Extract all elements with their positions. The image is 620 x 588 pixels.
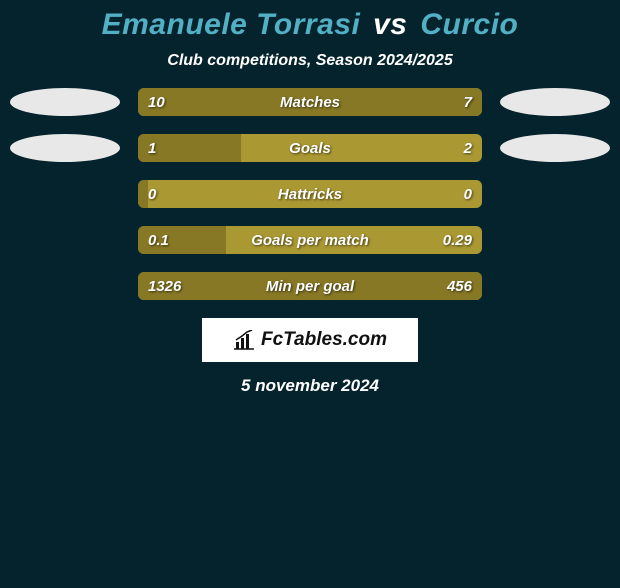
player2-name: Curcio — [420, 8, 518, 41]
stat-value-left: 10 — [148, 88, 165, 116]
vs-text: vs — [373, 8, 407, 41]
stat-value-right: 0.29 — [443, 226, 472, 254]
stat-bar: 0.10.29Goals per match — [138, 226, 482, 254]
stat-row: 12Goals — [0, 134, 620, 162]
player1-name: Emanuele Torrasi — [102, 8, 361, 41]
player1-avatar — [10, 134, 120, 162]
stat-row: 0 0Hattricks — [0, 180, 620, 208]
stat-bar: 12Goals — [138, 134, 482, 162]
stat-row: 107Matches — [0, 88, 620, 116]
player1-avatar — [10, 88, 120, 116]
date-text: 5 november 2024 — [0, 376, 620, 396]
stat-label: Hattricks — [138, 180, 482, 208]
stat-bar: 107Matches — [138, 88, 482, 116]
logo-text: FcTables.com — [261, 329, 387, 351]
stats-container: 107Matches12Goals00Hattricks0.10.29Goals… — [0, 88, 620, 300]
stat-row: 0.10.29Goals per match — [0, 226, 620, 254]
stat-value-left: 0 — [148, 180, 156, 208]
stat-row: 1326456Min per goal — [0, 272, 620, 300]
stat-value-right: 7 — [464, 88, 472, 116]
stat-value-right: 2 — [464, 134, 472, 162]
bar-fill-left — [138, 180, 148, 208]
stat-value-left: 1326 — [148, 272, 181, 300]
bar-chart-icon — [233, 330, 255, 350]
subtitle: Club competitions, Season 2024/2025 — [0, 52, 620, 70]
stat-value-left: 1 — [148, 134, 156, 162]
stat-value-right: 0 — [464, 180, 472, 208]
fctables-logo: FcTables.com — [202, 318, 418, 362]
bar-fill-right — [340, 88, 482, 116]
player2-avatar — [500, 134, 610, 162]
player2-avatar — [500, 88, 610, 116]
comparison-title: Emanuele Torrasi vs Curcio — [0, 8, 620, 42]
stat-bar: 0 0Hattricks — [138, 180, 482, 208]
stat-bar: 1326456Min per goal — [138, 272, 482, 300]
stat-value-left: 0.1 — [148, 226, 169, 254]
stat-value-right: 456 — [447, 272, 472, 300]
bar-fill-left — [138, 88, 340, 116]
